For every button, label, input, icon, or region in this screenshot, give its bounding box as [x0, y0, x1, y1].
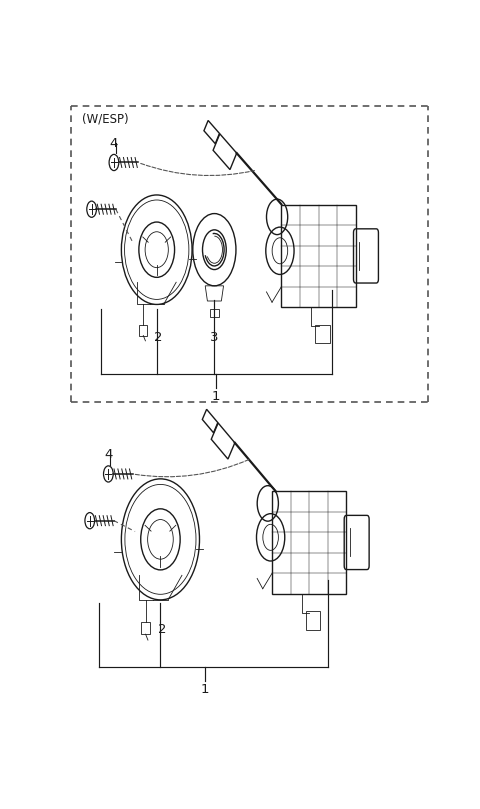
Bar [315, 324, 330, 344]
Text: 1: 1 [212, 390, 220, 403]
Text: 3: 3 [210, 331, 218, 344]
Text: 4: 4 [110, 137, 118, 150]
Text: 4: 4 [104, 448, 112, 461]
Text: 2: 2 [155, 331, 163, 344]
Text: 1: 1 [201, 683, 209, 696]
Circle shape [109, 155, 119, 171]
Circle shape [104, 466, 113, 482]
Bar [141, 622, 150, 634]
Bar [305, 612, 321, 630]
Circle shape [85, 513, 95, 529]
Bar [139, 325, 147, 336]
Text: 2: 2 [158, 624, 167, 637]
Bar [272, 491, 347, 594]
Text: (W/ESP): (W/ESP) [83, 112, 129, 125]
Bar [281, 205, 356, 307]
Circle shape [87, 201, 96, 218]
Bar [210, 309, 219, 317]
